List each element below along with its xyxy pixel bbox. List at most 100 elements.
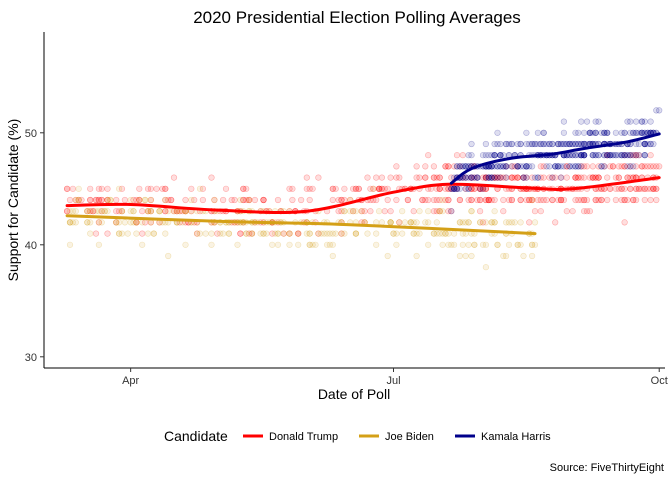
poll-point <box>399 208 406 215</box>
poll-point <box>514 241 521 248</box>
poll-point <box>508 140 516 148</box>
poll-point <box>630 196 637 204</box>
poll-point <box>641 140 648 148</box>
poll-point <box>358 208 365 215</box>
poll-point <box>430 230 438 237</box>
poll-point <box>508 174 516 181</box>
poll-point <box>162 208 169 215</box>
poll-point <box>488 152 495 159</box>
poll-point <box>572 196 579 204</box>
poll-point <box>508 196 516 204</box>
poll-point <box>503 163 510 170</box>
poll-point <box>647 185 654 192</box>
poll-point <box>384 252 391 260</box>
poll-point <box>583 196 591 204</box>
poll-point <box>104 185 111 192</box>
poll-point <box>554 196 562 204</box>
poll-point <box>526 219 533 226</box>
poll-point <box>572 174 579 181</box>
poll-point <box>425 219 432 226</box>
poll-point <box>168 196 175 204</box>
poll-point <box>370 185 377 192</box>
legend-item-donald-trump: Donald Trump <box>243 431 338 443</box>
poll-point <box>650 185 657 192</box>
poll-point <box>503 252 510 260</box>
poll-point <box>604 129 611 136</box>
poll-point <box>376 185 383 192</box>
poll-point <box>286 230 293 237</box>
poll-point <box>523 196 530 204</box>
poll-point <box>621 196 628 204</box>
poll-point <box>133 196 140 204</box>
poll-point <box>575 140 582 148</box>
poll-point <box>497 163 504 170</box>
poll-point <box>601 163 608 170</box>
poll-point <box>89 208 97 215</box>
poll-point <box>569 208 576 215</box>
poll-point <box>563 163 570 170</box>
poll-point <box>575 196 582 204</box>
poll-point <box>554 163 562 170</box>
poll-point <box>471 241 478 248</box>
poll-point <box>482 174 490 181</box>
poll-point <box>159 185 166 192</box>
poll-point <box>494 174 501 181</box>
poll-point <box>627 118 634 125</box>
poll-point <box>263 230 270 237</box>
poll-point <box>430 230 438 237</box>
poll-point <box>549 174 556 181</box>
poll-point <box>632 129 640 136</box>
poll-point <box>540 140 547 148</box>
poll-point <box>653 196 660 204</box>
poll-point <box>217 230 224 237</box>
poll-point <box>601 163 608 170</box>
x-axis-ticks: Apr Jul Oct <box>122 368 668 387</box>
poll-point <box>656 163 663 170</box>
poll-point <box>269 230 276 237</box>
poll-point <box>355 185 362 192</box>
poll-point <box>618 185 625 192</box>
poll-point <box>546 163 553 170</box>
poll-point <box>69 219 76 226</box>
poll-point <box>352 230 360 237</box>
poll-point <box>491 140 498 148</box>
poll-point <box>144 208 152 215</box>
poll-point <box>442 185 449 192</box>
poll-point <box>260 230 267 237</box>
poll-point <box>367 185 374 192</box>
poll-point <box>87 208 94 215</box>
poll-point <box>586 129 594 136</box>
poll-point <box>578 152 585 159</box>
poll-point <box>580 152 588 159</box>
poll-point <box>260 196 267 204</box>
poll-point <box>335 208 342 215</box>
poll-point <box>563 174 570 181</box>
poll-point <box>479 152 487 159</box>
poll-point <box>456 219 464 226</box>
poll-point <box>578 174 585 181</box>
poll-point <box>595 174 602 181</box>
poll-point <box>500 163 507 170</box>
poll-point <box>465 174 472 181</box>
poll-point <box>295 230 302 237</box>
poll-point <box>618 196 625 204</box>
poll-point <box>531 140 539 148</box>
poll-point <box>624 163 631 170</box>
poll-point <box>87 196 94 204</box>
poll-point <box>528 196 536 204</box>
poll-point <box>188 185 195 192</box>
poll-point <box>170 208 178 215</box>
poll-point <box>306 196 313 204</box>
poll-point <box>494 163 501 170</box>
poll-point <box>335 196 342 204</box>
poll-point <box>448 185 455 192</box>
poll-point <box>505 140 513 148</box>
poll-point <box>549 196 556 204</box>
poll-point <box>451 185 458 192</box>
poll-point <box>578 140 585 148</box>
poll-point <box>583 118 591 125</box>
poll-point <box>404 196 412 204</box>
poll-point <box>606 152 614 159</box>
poll-point <box>381 185 388 192</box>
